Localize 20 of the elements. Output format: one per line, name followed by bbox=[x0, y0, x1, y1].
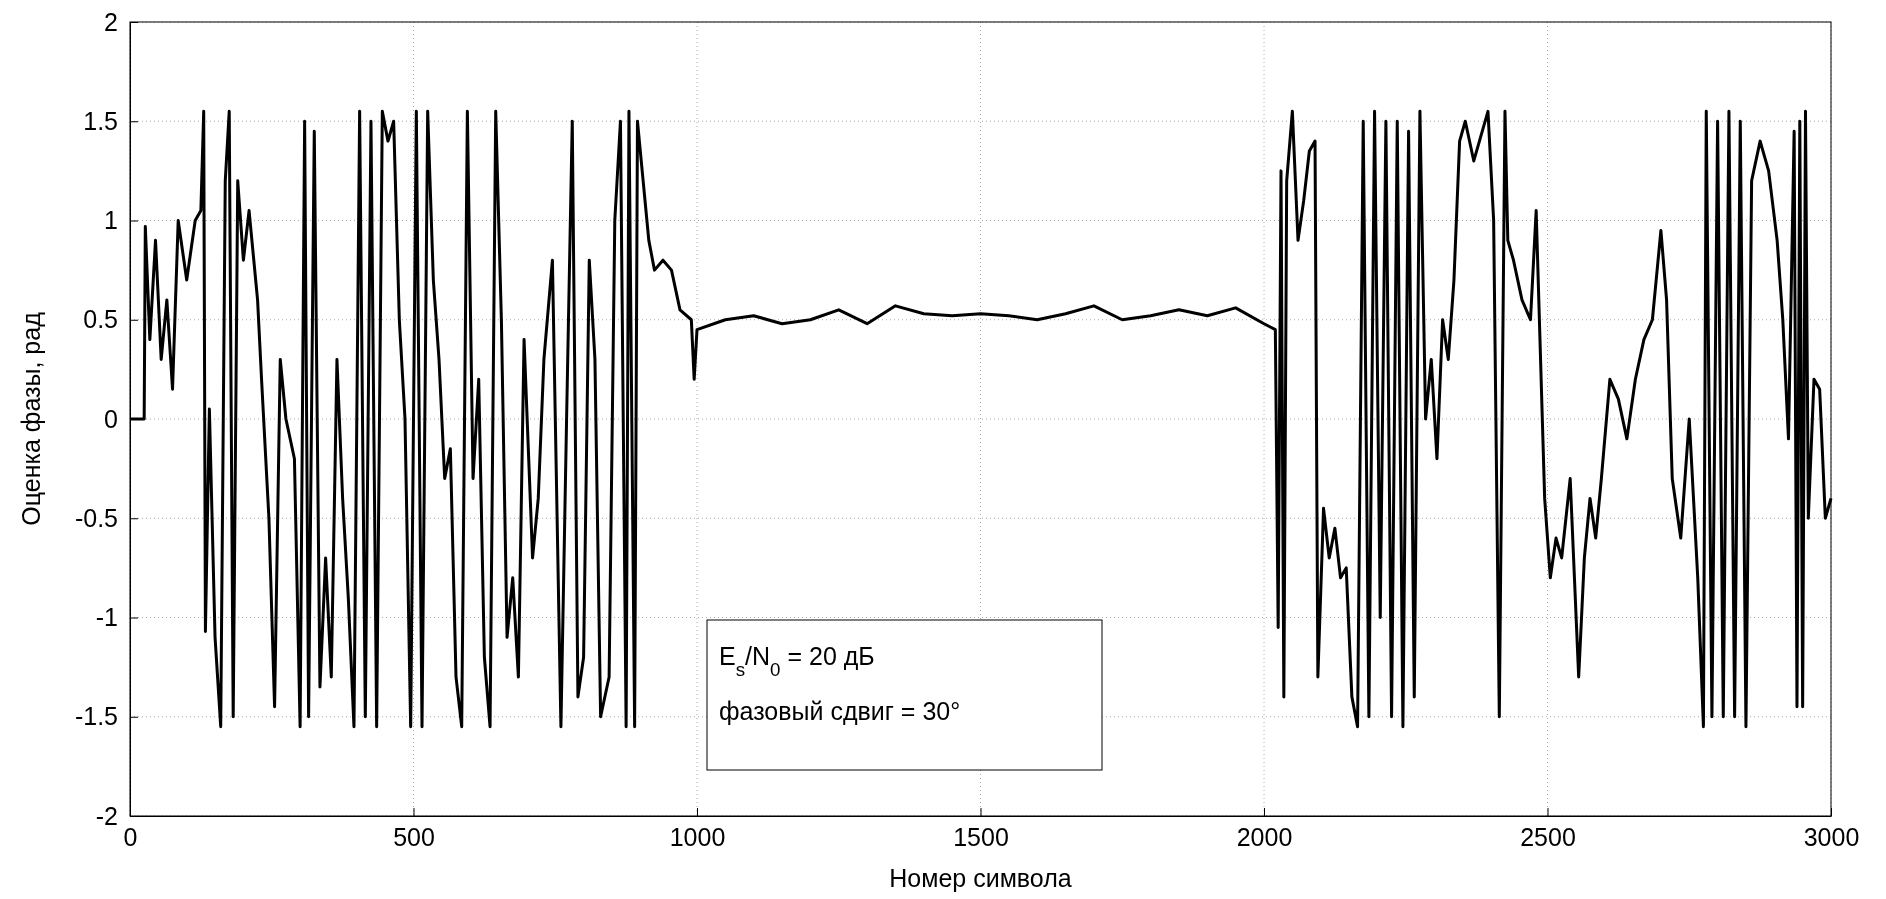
y-tick-label: 1 bbox=[104, 206, 118, 234]
y-tick-label: -2 bbox=[95, 801, 118, 830]
y-tick-label: 0.5 bbox=[83, 305, 118, 334]
x-tick-label: 0 bbox=[123, 822, 138, 851]
y-tick-label: 0 bbox=[104, 404, 118, 433]
annotation: E$_{s}$/N$_{0}$ = 20 дБ bbox=[719, 642, 875, 680]
y-axis-title: Оценка фазы, рад bbox=[17, 311, 45, 526]
x-axis-title: Номер символа bbox=[889, 864, 1072, 892]
x-tick-label: 500 bbox=[393, 822, 435, 851]
x-tick-label: 1500 bbox=[953, 822, 1009, 851]
y-tick-label: -1.5 bbox=[74, 702, 118, 731]
x-tick-label: 2000 bbox=[1236, 822, 1293, 851]
y-tick-label: -1 bbox=[95, 603, 118, 631]
x-tick-label: 2500 bbox=[1520, 822, 1576, 851]
y-tick-label: 2 bbox=[104, 7, 118, 36]
x-tick-label: 1000 bbox=[669, 822, 726, 851]
annotation: фазовый сдвиг = 30° bbox=[719, 697, 961, 725]
x-tick-label: 3000 bbox=[1803, 822, 1860, 851]
y-tick-label: -0.5 bbox=[74, 503, 118, 532]
y-tick-label: 1.5 bbox=[83, 106, 118, 135]
